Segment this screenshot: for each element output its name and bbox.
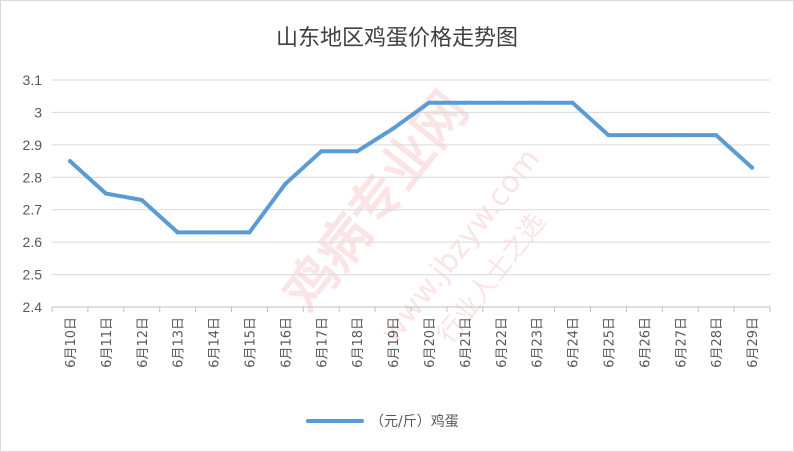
- data-point: [462, 100, 467, 105]
- y-tick-label: 2.5: [23, 267, 43, 283]
- data-point: [750, 165, 755, 170]
- series-line: [68, 100, 754, 235]
- data-point: [211, 230, 216, 235]
- data-point: [606, 133, 611, 138]
- chart-title: 山东地区鸡蛋价格走势图: [276, 26, 518, 51]
- y-tick-label: 2.8: [23, 169, 43, 185]
- y-tick-label: 2.4: [23, 299, 43, 315]
- x-tick-label: 6月19日: [387, 317, 402, 368]
- x-tick-label: 6月15日: [243, 317, 258, 368]
- y-tick-label: 2.6: [23, 234, 43, 250]
- data-point: [247, 230, 252, 235]
- data-point: [67, 159, 72, 164]
- data-point: [714, 133, 719, 138]
- x-tick-label: 6月13日: [172, 317, 187, 368]
- y-axis-ticks: 2.4 2.5 2.6 2.7 2.8 2.9 3 3.1: [23, 72, 43, 315]
- grid-lines: [52, 79, 770, 276]
- x-tick-label: 6月25日: [602, 317, 617, 368]
- data-point: [355, 149, 360, 154]
- data-point: [642, 133, 647, 138]
- x-tick-label: 6月28日: [710, 317, 725, 368]
- x-tick-label: 6月12日: [136, 317, 151, 368]
- data-point: [498, 100, 503, 105]
- data-point: [139, 197, 144, 202]
- x-tick-label: 6月18日: [351, 317, 366, 368]
- x-tick-label: 6月20日: [423, 317, 438, 368]
- x-axis-ticks: 6月10日 6月11日 6月12日 6月13日 6月14日 6月15日 6月16日 6月17日…: [64, 317, 761, 368]
- data-point: [103, 191, 108, 196]
- x-tick-label: 6月22日: [495, 317, 510, 368]
- y-tick-label: 3: [34, 104, 42, 120]
- data-point: [426, 100, 431, 105]
- data-point: [570, 100, 575, 105]
- y-tick-label: 2.9: [23, 137, 43, 153]
- watermark: 鸡病专业网 www.jbzyw.com 行业人士之选: [273, 81, 552, 350]
- x-tick-label: 6月26日: [638, 317, 653, 368]
- legend: （元/斤）鸡蛋: [306, 413, 459, 430]
- x-axis: [51, 306, 771, 312]
- x-tick-label: 6月23日: [531, 317, 546, 368]
- data-point: [534, 100, 539, 105]
- data-point: [175, 230, 180, 235]
- x-tick-label: 6月29日: [746, 317, 761, 368]
- x-tick-label: 6月21日: [459, 317, 474, 368]
- x-tick-label: 6月10日: [64, 317, 79, 368]
- x-tick-label: 6月17日: [315, 317, 330, 368]
- series-group: [67, 100, 755, 235]
- y-tick-label: 2.7: [23, 202, 43, 218]
- data-point: [319, 149, 324, 154]
- x-tick-label: 6月27日: [674, 317, 689, 368]
- y-tick-label: 3.1: [23, 72, 43, 88]
- data-point: [678, 133, 683, 138]
- x-tick-label: 6月24日: [567, 317, 582, 368]
- x-tick-label: 6月14日: [208, 317, 223, 368]
- x-tick-label: 6月16日: [279, 317, 294, 368]
- x-tick-label: 6月11日: [100, 317, 115, 368]
- data-point: [391, 126, 396, 131]
- data-point: [283, 181, 288, 186]
- legend-label: （元/斤）鸡蛋: [370, 413, 459, 430]
